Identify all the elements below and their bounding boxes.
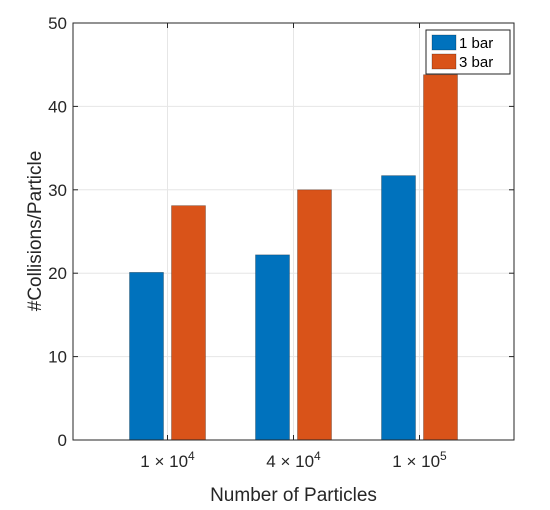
y-axis-label: #Collisions/Particle (25, 151, 46, 312)
y-tick-label: 0 (58, 431, 67, 450)
y-tick-label: 30 (48, 181, 67, 200)
x-axis-label: Number of Particles (210, 485, 377, 506)
bar-1-bar-2 (381, 175, 416, 441)
y-tick-label: 20 (48, 264, 67, 283)
x-tick-label: 4 × 104 (266, 449, 321, 471)
bar-3-bar-1 (297, 189, 332, 441)
x-tick-label: 1 × 104 (140, 449, 195, 471)
y-tick-label: 50 (48, 14, 67, 33)
y-tick-label: 40 (48, 97, 67, 116)
x-tick-label: 1 × 105 (392, 449, 447, 471)
y-tick-labels: 0 10 20 30 40 50 (48, 14, 67, 450)
bar-3-bar-2 (423, 74, 458, 441)
legend-label: 1 bar (459, 35, 493, 52)
bar-3-bar-0 (171, 205, 206, 441)
tick-marks (73, 22, 514, 441)
legend-swatch (431, 34, 457, 51)
x-tick-labels: 1 × 104 4 × 104 1 × 105 (140, 449, 447, 471)
bar-1-bar-1 (255, 254, 290, 441)
legend: 1 bar 3 bar (425, 29, 511, 75)
bar-1-bar-0 (129, 272, 164, 441)
y-tick-label: 10 (48, 348, 67, 367)
legend-swatch (431, 53, 457, 70)
bars (129, 74, 458, 441)
legend-label: 3 bar (459, 54, 493, 71)
